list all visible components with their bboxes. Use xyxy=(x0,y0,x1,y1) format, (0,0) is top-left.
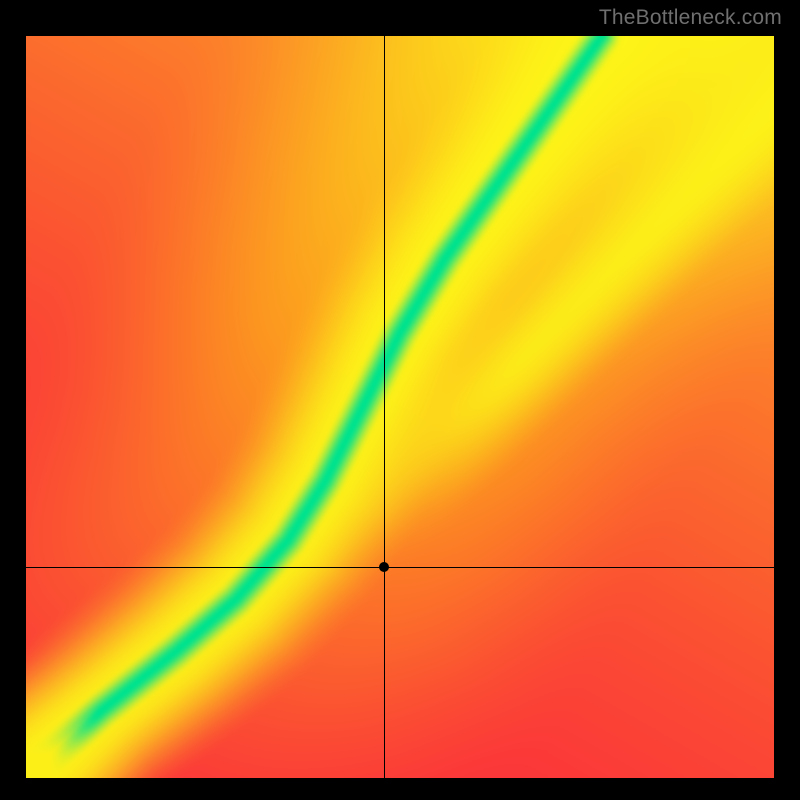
crosshair-vertical xyxy=(384,36,385,778)
chart-frame: TheBottleneck.com xyxy=(0,0,800,800)
crosshair-horizontal xyxy=(26,567,774,568)
watermark-text: TheBottleneck.com xyxy=(599,6,782,30)
heatmap-canvas xyxy=(26,36,774,778)
bottleneck-point xyxy=(379,562,389,572)
heatmap-plot xyxy=(26,36,774,778)
